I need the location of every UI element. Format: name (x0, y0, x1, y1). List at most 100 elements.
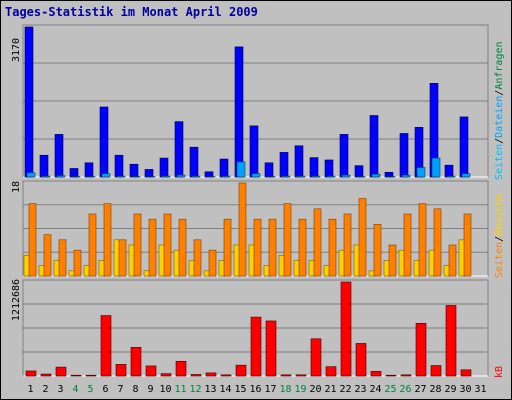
bar-seiten (448, 244, 457, 277)
svg-text:Seiten/Besuche: Seiten/Besuche (494, 194, 505, 278)
bar-anfragen (249, 125, 259, 178)
bar-kb (370, 371, 382, 377)
y-max-label-panel-3: 1212686 (11, 279, 22, 321)
bar-seiten (253, 218, 262, 277)
bar-dateien (176, 174, 186, 178)
bar-seiten (163, 213, 172, 277)
bar-dateien (401, 174, 411, 178)
bar-dateien (221, 175, 231, 178)
x-tick-label: 25 (384, 384, 396, 395)
bar-seiten (328, 218, 337, 277)
bar-kb (400, 374, 412, 377)
bar-seiten (73, 249, 82, 277)
legend-panel-1: Seiten/Dateien/Anfragen (494, 41, 505, 180)
bar-anfragen (279, 152, 289, 178)
bar-kb (310, 338, 322, 377)
bar-kb (25, 370, 37, 377)
x-tick-label: 18 (279, 384, 291, 395)
bar-seiten (28, 203, 37, 277)
bar-anfragen (309, 157, 319, 178)
x-tick-label: 29 (444, 384, 456, 395)
bar-seiten (268, 218, 277, 277)
bar-kb (355, 343, 367, 377)
bar-kb (175, 360, 187, 377)
bar-anfragen (144, 169, 154, 178)
x-tick-label: 16 (249, 384, 261, 395)
bar-anfragen (69, 168, 79, 178)
bar-kb (160, 373, 172, 377)
legend-panel-2: Seiten/Besuche (494, 194, 505, 278)
chart-title: Tages-Statistik im Monat April 2009 (5, 5, 258, 19)
bar-kb (445, 305, 457, 377)
bar-anfragen (189, 146, 199, 178)
bar-anfragen (324, 159, 334, 178)
bar-anfragen (159, 157, 169, 178)
bar-seiten (298, 218, 307, 277)
x-tick-label: 8 (132, 384, 138, 395)
x-tick-label: 7 (117, 384, 123, 395)
bar-kb (460, 369, 472, 377)
bar-dateien (161, 175, 171, 178)
bar-seiten (118, 239, 127, 277)
bar-anfragen (24, 26, 34, 178)
bar-seiten (433, 208, 442, 277)
bar-kb (85, 374, 97, 377)
legend-panel-3: kB (494, 366, 505, 378)
bar-kb (265, 320, 277, 377)
x-tick-label: 4 (72, 384, 78, 395)
bar-kb (430, 365, 442, 377)
x-tick-label: 21 (324, 384, 336, 395)
bar-kb (220, 374, 232, 377)
bar-seiten (283, 203, 292, 277)
bar-dateien (236, 161, 246, 178)
bar-seiten (88, 213, 97, 277)
bar-dateien (446, 175, 456, 178)
bar-dateien (251, 173, 261, 178)
x-tick-label: 3 (57, 384, 63, 395)
bar-seiten (103, 203, 112, 277)
bar-kb (145, 365, 157, 377)
x-tick-label: 13 (204, 384, 216, 395)
x-tick-label: 2 (42, 384, 48, 395)
bar-kb (40, 373, 52, 377)
bar-dateien (371, 173, 381, 178)
bar-anfragen (264, 162, 274, 178)
bar-kb (250, 316, 262, 377)
bar-anfragen (114, 154, 124, 178)
y-max-label-panel-2: 18 (11, 181, 22, 193)
bar-anfragen (39, 154, 49, 178)
bar-kb (280, 374, 292, 377)
bar-dateien (116, 175, 126, 178)
bar-kb (415, 322, 427, 377)
bar-kb (205, 372, 217, 377)
bar-kb (340, 281, 352, 377)
bar-kb (130, 347, 142, 377)
bar-dateien (311, 175, 321, 178)
bar-dateien (431, 157, 441, 178)
bar-seiten (313, 208, 322, 277)
x-tick-label: 24 (369, 384, 381, 395)
bar-seiten (343, 213, 352, 277)
bar-anfragen (84, 162, 94, 178)
bar-seiten (148, 218, 157, 277)
x-tick-label: 31 (474, 384, 486, 395)
legend-seiten-label: Seiten (494, 242, 505, 278)
x-tick-label: 1 (27, 384, 33, 395)
bar-anfragen (369, 115, 379, 178)
svg-text:Seiten/Dateien/Anfragen: Seiten/Dateien/Anfragen (494, 41, 505, 180)
legend-kb-label: kB (494, 366, 505, 378)
bar-dateien (461, 173, 471, 178)
bar-anfragen (459, 116, 469, 178)
bar-seiten (388, 244, 397, 277)
y-max-label-panel-1: 3170 (11, 38, 22, 62)
x-tick-label: 6 (102, 384, 108, 395)
x-tick-label: 11 (174, 384, 186, 395)
bar-anfragen (354, 165, 364, 178)
x-tick-label: 30 (459, 384, 471, 395)
bar-kb (235, 364, 247, 377)
bar-seiten (358, 198, 367, 277)
bar-dateien (101, 173, 111, 178)
bar-anfragen (129, 163, 139, 178)
bar-dateien (326, 175, 336, 178)
bar-seiten (418, 203, 427, 277)
